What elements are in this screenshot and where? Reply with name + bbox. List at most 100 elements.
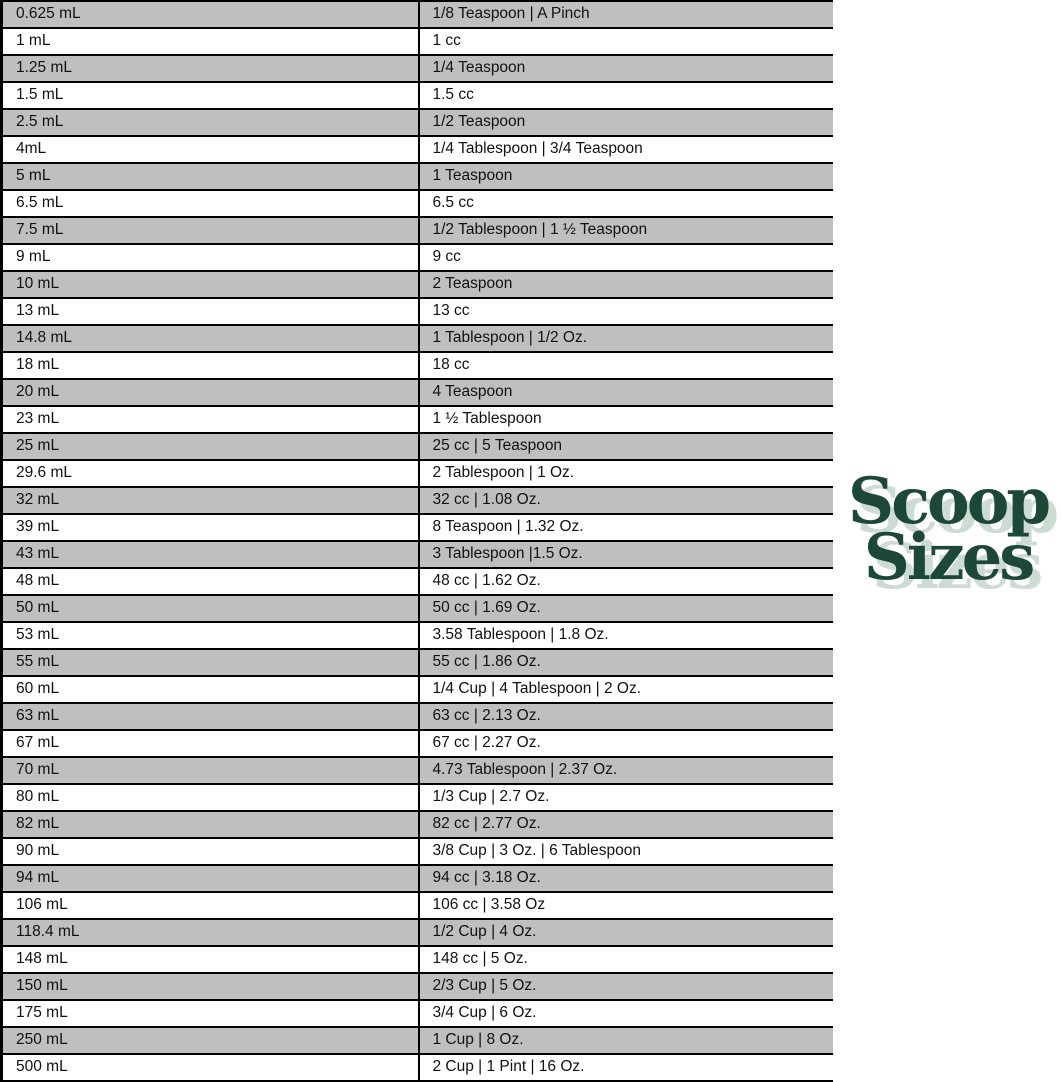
table-row: 53 mL 3.58 Tablespoon | 1.8 Oz. xyxy=(0,621,833,650)
cell-milliliters: 1.25 mL xyxy=(0,54,419,83)
table-row: 175 mL 3/4 Cup | 6 Oz. xyxy=(0,999,833,1028)
cell-milliliters: 70 mL xyxy=(0,756,419,785)
table-row: 80 mL 1/3 Cup | 2.7 Oz. xyxy=(0,783,833,812)
table-row: 250 mL 1 Cup | 8 Oz. xyxy=(0,1026,833,1055)
cell-milliliters: 82 mL xyxy=(0,810,419,839)
cell-equivalent: 25 cc | 5 Teaspoon xyxy=(417,432,833,461)
cell-milliliters: 39 mL xyxy=(0,513,419,542)
cell-milliliters: 25 mL xyxy=(0,432,419,461)
table-row: 13 mL 13 cc xyxy=(0,297,833,326)
cell-equivalent: 2 Teaspoon xyxy=(417,270,833,299)
cell-milliliters: 48 mL xyxy=(0,567,419,596)
cell-milliliters: 5 mL xyxy=(0,162,419,191)
cell-equivalent: 1/4 Cup | 4 Tablespoon | 2 Oz. xyxy=(417,675,833,704)
table-row: 20 mL 4 Teaspoon xyxy=(0,378,833,407)
cell-milliliters: 14.8 mL xyxy=(0,324,419,353)
cell-equivalent: 1/4 Teaspoon xyxy=(417,54,833,83)
cell-equivalent: 148 cc | 5 Oz. xyxy=(417,945,833,974)
cell-milliliters: 67 mL xyxy=(0,729,419,758)
cell-milliliters: 55 mL xyxy=(0,648,419,677)
cell-milliliters: 118.4 mL xyxy=(0,918,419,947)
logo-line-1: Scoop xyxy=(847,464,1051,539)
cell-milliliters: 150 mL xyxy=(0,972,419,1001)
cell-equivalent: 2/3 Cup | 5 Oz. xyxy=(417,972,833,1001)
table-row: 1.5 mL 1.5 cc xyxy=(0,81,833,110)
cell-equivalent: 6.5 cc xyxy=(417,189,833,218)
cell-equivalent: 3/4 Cup | 6 Oz. xyxy=(417,999,833,1028)
cell-equivalent: 1 Teaspoon xyxy=(417,162,833,191)
table-row: 90 mL 3/8 Cup | 3 Oz. | 6 Tablespoon xyxy=(0,837,833,866)
cell-equivalent: 48 cc | 1.62 Oz. xyxy=(417,567,833,596)
table-row: 23 mL 1 ½ Tablespoon xyxy=(0,405,833,434)
cell-milliliters: 106 mL xyxy=(0,891,419,920)
cell-equivalent: 3/8 Cup | 3 Oz. | 6 Tablespoon xyxy=(417,837,833,866)
table-row: 1.25 mL 1/4 Teaspoon xyxy=(0,54,833,83)
scoop-sizes-logo: Scoop Sizes xyxy=(833,464,1063,595)
table-row: 106 mL 106 cc | 3.58 Oz xyxy=(0,891,833,920)
cell-milliliters: 23 mL xyxy=(0,405,419,434)
cell-equivalent: 3.58 Tablespoon | 1.8 Oz. xyxy=(417,621,833,650)
table-row: 43 mL 3 Tablespoon |1.5 Oz. xyxy=(0,540,833,569)
table-row: 10 mL 2 Teaspoon xyxy=(0,270,833,299)
cell-milliliters: 50 mL xyxy=(0,594,419,623)
cell-milliliters: 43 mL xyxy=(0,540,419,569)
table-row: 32 mL 32 cc | 1.08 Oz. xyxy=(0,486,833,515)
cell-milliliters: 29.6 mL xyxy=(0,459,419,488)
table-row: 63 mL 63 cc | 2.13 Oz. xyxy=(0,702,833,731)
cell-equivalent: 1/4 Tablespoon | 3/4 Teaspoon xyxy=(417,135,833,164)
cell-milliliters: 90 mL xyxy=(0,837,419,866)
cell-equivalent: 1 cc xyxy=(417,27,833,56)
cell-milliliters: 63 mL xyxy=(0,702,419,731)
cell-equivalent: 63 cc | 2.13 Oz. xyxy=(417,702,833,731)
cell-equivalent: 4.73 Tablespoon | 2.37 Oz. xyxy=(417,756,833,785)
cell-milliliters: 175 mL xyxy=(0,999,419,1028)
table-row: 150 mL 2/3 Cup | 5 Oz. xyxy=(0,972,833,1001)
table-row: 60 mL 1/4 Cup | 4 Tablespoon | 2 Oz. xyxy=(0,675,833,704)
cell-equivalent: 106 cc | 3.58 Oz xyxy=(417,891,833,920)
cell-equivalent: 9 cc xyxy=(417,243,833,272)
cell-milliliters: 7.5 mL xyxy=(0,216,419,245)
cell-equivalent: 1/2 Tablespoon | 1 ½ Teaspoon xyxy=(417,216,833,245)
table-row: 48 mL 48 cc | 1.62 Oz. xyxy=(0,567,833,596)
table-row: 82 mL 82 cc | 2.77 Oz. xyxy=(0,810,833,839)
cell-equivalent: 32 cc | 1.08 Oz. xyxy=(417,486,833,515)
cell-milliliters: 18 mL xyxy=(0,351,419,380)
cell-equivalent: 50 cc | 1.69 Oz. xyxy=(417,594,833,623)
table-row: 14.8 mL 1 Tablespoon | 1/2 Oz. xyxy=(0,324,833,353)
table-row: 7.5 mL 1/2 Tablespoon | 1 ½ Teaspoon xyxy=(0,216,833,245)
cell-equivalent: 1 Tablespoon | 1/2 Oz. xyxy=(417,324,833,353)
table-row: 5 mL 1 Teaspoon xyxy=(0,162,833,191)
cell-equivalent: 1 Cup | 8 Oz. xyxy=(417,1026,833,1055)
cell-milliliters: 10 mL xyxy=(0,270,419,299)
table-row: 55 mL 55 cc | 1.86 Oz. xyxy=(0,648,833,677)
table-row: 118.4 mL 1/2 Cup | 4 Oz. xyxy=(0,918,833,947)
table-row: 67 mL 67 cc | 2.27 Oz. xyxy=(0,729,833,758)
logo-line-2: Sizes xyxy=(863,519,1036,595)
cell-milliliters: 9 mL xyxy=(0,243,419,272)
cell-milliliters: 4mL xyxy=(0,135,419,164)
cell-milliliters: 250 mL xyxy=(0,1026,419,1055)
cell-milliliters: 20 mL xyxy=(0,378,419,407)
table-row: 18 mL 18 cc xyxy=(0,351,833,380)
table-row: 6.5 mL 6.5 cc xyxy=(0,189,833,218)
table-row: 70 mL 4.73 Tablespoon | 2.37 Oz. xyxy=(0,756,833,785)
cell-equivalent: 4 Teaspoon xyxy=(417,378,833,407)
cell-equivalent: 1/8 Teaspoon | A Pinch xyxy=(417,0,833,29)
table-row: 2.5 mL 1/2 Teaspoon xyxy=(0,108,833,137)
cell-milliliters: 13 mL xyxy=(0,297,419,326)
cell-milliliters: 0.625 mL xyxy=(0,0,419,29)
cell-milliliters: 148 mL xyxy=(0,945,419,974)
cell-equivalent: 3 Tablespoon |1.5 Oz. xyxy=(417,540,833,569)
table-row: 50 mL 50 cc | 1.69 Oz. xyxy=(0,594,833,623)
cell-equivalent: 1.5 cc xyxy=(417,81,833,110)
table-row: 25 mL 25 cc | 5 Teaspoon xyxy=(0,432,833,461)
table-row: 148 mL 148 cc | 5 Oz. xyxy=(0,945,833,974)
table-row: 4mL 1/4 Tablespoon | 3/4 Teaspoon xyxy=(0,135,833,164)
cell-milliliters: 94 mL xyxy=(0,864,419,893)
conversion-table: 0.625 mL 1/8 Teaspoon | A Pinch 1 mL 1 cc 1.… xyxy=(0,0,833,1082)
cell-equivalent: 94 cc | 3.18 Oz. xyxy=(417,864,833,893)
cell-milliliters: 2.5 mL xyxy=(0,108,419,137)
cell-equivalent: 55 cc | 1.86 Oz. xyxy=(417,648,833,677)
cell-milliliters: 53 mL xyxy=(0,621,419,650)
